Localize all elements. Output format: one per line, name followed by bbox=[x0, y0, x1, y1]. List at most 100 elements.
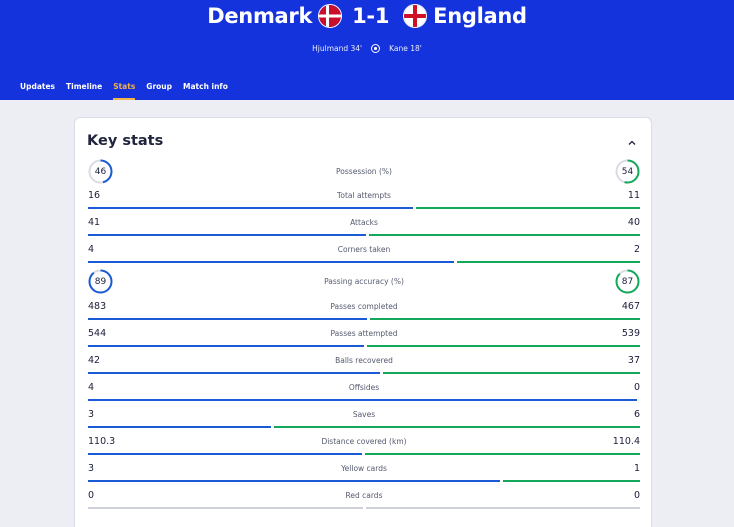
comparison-bar bbox=[88, 207, 640, 209]
away-ring: 54 bbox=[615, 159, 640, 184]
stat-label: Red cards bbox=[345, 491, 383, 500]
stat-row: 4 Offsides 0 bbox=[88, 380, 640, 407]
stat-row: 544 Passes attempted 539 bbox=[88, 326, 640, 353]
home-bar bbox=[88, 234, 366, 236]
home-bar bbox=[88, 207, 414, 209]
ring-fill bbox=[615, 159, 640, 184]
away-bar bbox=[366, 345, 640, 347]
ring-gauge bbox=[615, 269, 640, 294]
goal-scorers: Hjulmand 34' Kane 18' bbox=[0, 44, 734, 53]
comparison-bar bbox=[88, 372, 640, 374]
stat-row: 483 Passes completed 467 bbox=[88, 299, 640, 326]
stat-row: 16 Total attempts 11 bbox=[88, 188, 640, 215]
away-bar bbox=[370, 318, 640, 320]
scoreline: Denmark 1-1 England bbox=[0, 4, 734, 28]
home-ring: 46 bbox=[88, 159, 113, 184]
comparison-bar bbox=[88, 399, 640, 401]
comparison-bar bbox=[88, 426, 640, 428]
home-value: 544 bbox=[88, 328, 107, 339]
stat-label: Total attempts bbox=[337, 191, 391, 200]
comparison-bar bbox=[88, 345, 640, 347]
tab-updates[interactable]: Updates bbox=[20, 82, 56, 91]
tab-match-info[interactable]: Match info bbox=[183, 82, 228, 91]
stat-row: 0 Red cards 0 bbox=[88, 488, 640, 515]
away-value: 110.4 bbox=[612, 436, 640, 447]
match-header: Denmark 1-1 England Hjulmand 34' Kane 18… bbox=[0, 0, 734, 100]
away-team-name: England bbox=[433, 4, 527, 28]
home-bar bbox=[88, 453, 363, 455]
away-team[interactable]: England bbox=[397, 4, 527, 28]
stat-row: 89 Passing accuracy (%) 87 bbox=[88, 269, 640, 295]
away-value: 37 bbox=[627, 355, 640, 366]
away-value: 0 bbox=[633, 490, 640, 501]
stat-label: Distance covered (km) bbox=[321, 437, 407, 446]
ring-gauge bbox=[88, 159, 113, 184]
stat-label: Corners taken bbox=[337, 245, 391, 254]
comparison-bar bbox=[88, 234, 640, 236]
stat-label: Passing accuracy (%) bbox=[324, 277, 404, 286]
away-bar bbox=[365, 507, 640, 509]
away-bar bbox=[457, 261, 640, 263]
stat-row: 41 Attacks 40 bbox=[88, 215, 640, 242]
away-value: 6 bbox=[633, 409, 640, 420]
ring-gauge bbox=[88, 269, 113, 294]
home-value: 16 bbox=[88, 190, 101, 201]
home-bar bbox=[88, 480, 500, 482]
stat-row: 4 Corners taken 2 bbox=[88, 242, 640, 269]
away-scorer: Kane 18' bbox=[389, 44, 422, 53]
home-value: 89 bbox=[94, 276, 107, 287]
tab-stats[interactable]: Stats bbox=[113, 82, 136, 100]
comparison-bar bbox=[88, 480, 640, 482]
away-value: 54 bbox=[621, 166, 634, 177]
home-value: 3 bbox=[88, 409, 95, 420]
home-bar bbox=[88, 345, 364, 347]
home-team-name: Denmark bbox=[207, 4, 313, 28]
home-value: 110.3 bbox=[88, 436, 116, 447]
stat-label: Saves bbox=[352, 410, 376, 419]
comparison-bar bbox=[88, 453, 640, 455]
away-value: 87 bbox=[621, 276, 634, 287]
key-stats-card: Key stats 46 Possession (%) 54 16 Total atte… bbox=[74, 117, 652, 527]
home-scorer: Hjulmand 34' bbox=[312, 44, 363, 53]
away-bar bbox=[382, 372, 640, 374]
ring-fill bbox=[615, 269, 640, 294]
home-value: 4 bbox=[88, 244, 95, 255]
home-ring: 89 bbox=[88, 269, 113, 294]
card-title: Key stats bbox=[87, 133, 164, 149]
england-flag-icon bbox=[403, 4, 428, 28]
denmark-flag-icon bbox=[318, 4, 343, 28]
away-value: 40 bbox=[627, 217, 640, 228]
away-value: 0 bbox=[633, 382, 640, 393]
stat-row: 110.3 Distance covered (km) 110.4 bbox=[88, 434, 640, 461]
home-value: 42 bbox=[88, 355, 101, 366]
tab-group[interactable]: Group bbox=[146, 82, 173, 91]
home-value: 483 bbox=[88, 301, 107, 312]
stat-label: Attacks bbox=[350, 218, 378, 227]
tab-timeline[interactable]: Timeline bbox=[66, 82, 103, 91]
chevron-up-icon[interactable] bbox=[627, 138, 637, 148]
away-bar bbox=[365, 453, 640, 455]
stat-label: Possession (%) bbox=[336, 167, 392, 176]
stat-row: 46 Possession (%) 54 bbox=[88, 159, 640, 185]
stat-row: 3 Saves 6 bbox=[88, 407, 640, 434]
away-value: 11 bbox=[627, 190, 640, 201]
home-value: 0 bbox=[88, 490, 95, 501]
stat-label: Passes completed bbox=[330, 302, 398, 311]
home-team[interactable]: Denmark bbox=[207, 4, 348, 28]
home-bar bbox=[88, 372, 380, 374]
home-bar bbox=[88, 399, 637, 401]
comparison-bar bbox=[88, 318, 640, 320]
away-bar bbox=[274, 426, 640, 428]
stat-row: 3 Yellow cards 1 bbox=[88, 461, 640, 488]
away-bar bbox=[502, 480, 640, 482]
ring-gauge bbox=[615, 159, 640, 184]
stat-label: Yellow cards bbox=[341, 464, 387, 473]
away-value: 1 bbox=[633, 463, 640, 474]
home-bar bbox=[88, 426, 271, 428]
stat-label: Offsides bbox=[348, 383, 380, 392]
home-value: 46 bbox=[94, 166, 107, 177]
home-value: 41 bbox=[88, 217, 101, 228]
home-value: 4 bbox=[88, 382, 95, 393]
away-value: 539 bbox=[621, 328, 640, 339]
stat-label: Passes attempted bbox=[330, 329, 398, 338]
